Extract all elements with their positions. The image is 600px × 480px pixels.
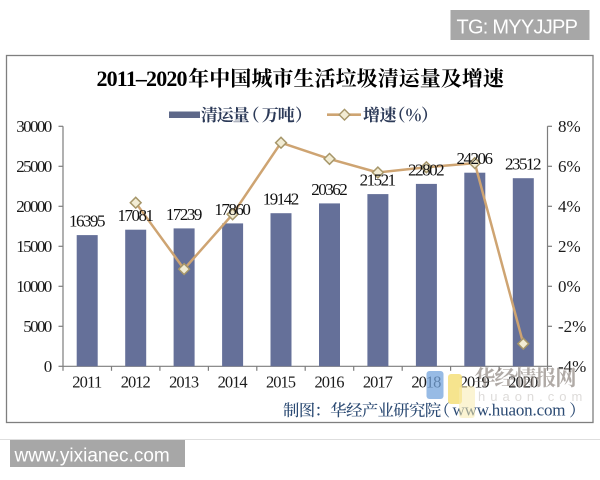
svg-text:6%: 6% [558,157,581,176]
svg-text:2017: 2017 [363,372,393,391]
svg-text:-2%: -2% [558,317,586,336]
svg-text:2014: 2014 [218,372,248,391]
svg-text:17239: 17239 [166,205,203,224]
svg-text:0: 0 [44,357,53,376]
svg-text:16395: 16395 [69,212,106,231]
svg-text:www.huaon.com: www.huaon.com [453,401,566,420]
svg-text:2016: 2016 [315,372,345,391]
svg-text:22802: 22802 [408,160,445,179]
svg-text:2013: 2013 [169,372,199,391]
svg-text:17860: 17860 [214,200,251,219]
svg-text:23512: 23512 [505,155,542,174]
svg-text:4%: 4% [558,197,581,216]
svg-text:5000: 5000 [23,317,52,336]
svg-text:TG: MYYJJPP: TG: MYYJJPP [457,17,578,39]
svg-text:2015: 2015 [266,372,296,391]
svg-text:huaon.com: huaon.com [478,389,587,404]
svg-text:2%: 2% [558,237,581,256]
svg-text:20000: 20000 [16,197,52,216]
svg-text:17081: 17081 [117,206,154,225]
svg-text:www.yixianec.com: www.yixianec.com [14,446,170,467]
svg-text:20362: 20362 [311,180,348,199]
svg-text:8%: 8% [558,117,581,136]
svg-text:2011–2020: 2011–2020 [97,66,188,91]
svg-text:-4%: -4% [558,357,586,376]
svg-text:2011: 2011 [72,372,102,391]
svg-text:0%: 0% [558,277,581,296]
svg-text:21521: 21521 [360,171,397,190]
svg-text:15000: 15000 [16,237,52,256]
svg-text:10000: 10000 [16,277,52,296]
svg-text:19142: 19142 [263,190,300,209]
svg-text:30000: 30000 [16,117,52,136]
svg-text:24206: 24206 [457,149,494,168]
svg-text:25000: 25000 [16,157,52,176]
svg-text:2012: 2012 [121,372,151,391]
